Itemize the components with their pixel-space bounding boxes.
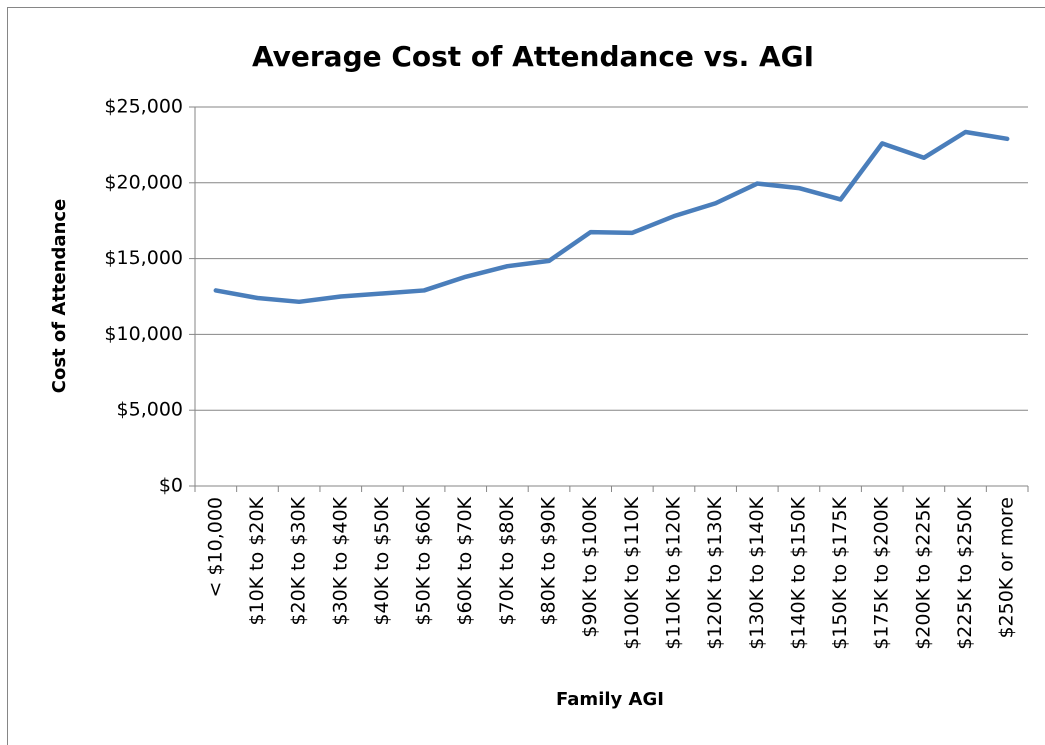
x-tick-label: $120K to $130K [704,496,726,649]
x-tick-label: $250K or more [996,497,1018,639]
x-tick-label: $20K to $30K [288,496,310,625]
y-tick-label: $15,000 [104,247,183,269]
x-tick-label: $150K to $175K [829,496,851,649]
x-axis-label: Family AGI [556,689,664,710]
x-tick-label: $50K to $60K [413,496,435,625]
x-tick-label: $140K to $150K [787,496,809,649]
y-tick-label: $0 [159,475,183,497]
y-tick-label: $5,000 [117,399,183,421]
x-tick-label: $200K to $225K [912,496,934,649]
y-tick-label: $20,000 [104,171,183,193]
chart-title: Average Cost of Attendance vs. AGI [252,40,814,73]
x-tick-label: $90K to $100K [579,496,601,637]
x-tick-label: $80K to $90K [538,496,560,625]
x-tick-label: $225K to $250K [954,496,976,649]
y-axis-label: Cost of Attendance [49,199,70,394]
chart-border [7,7,1045,745]
x-tick-label: $60K to $70K [454,496,476,625]
x-tick-label: $175K to $200K [871,496,893,649]
x-tick-label: $70K to $80K [496,496,518,625]
x-tick-label: $10K to $20K [246,496,268,625]
x-tick-label: $130K to $140K [746,496,768,649]
x-tick-label: $40K to $50K [371,496,393,625]
y-tick-label: $10,000 [104,323,183,345]
y-tick-label: $25,000 [104,96,183,118]
x-tick-label: $100K to $110K [621,496,643,649]
x-tick-label: $30K to $40K [329,496,351,625]
data-line [213,129,1010,305]
x-tick-label: < $10,000 [204,497,226,598]
x-tick-label: $110K to $120K [662,496,684,649]
